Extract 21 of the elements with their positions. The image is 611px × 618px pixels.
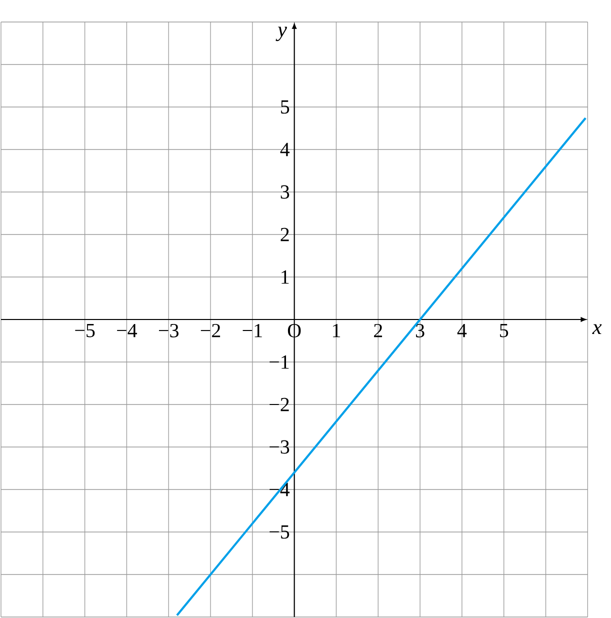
y-tick-label: 3 bbox=[280, 185, 290, 199]
x-tick-label: −1 bbox=[242, 324, 262, 338]
x-tick-label: −5 bbox=[75, 324, 95, 338]
x-tick-label: 3 bbox=[416, 324, 424, 338]
y-tick-label: −1 bbox=[270, 355, 289, 369]
y-tick-label: 1 bbox=[282, 270, 289, 284]
y-tick-label: −2 bbox=[270, 398, 289, 412]
y-tick-label: −3 bbox=[270, 440, 290, 454]
y-axis-title: y bbox=[276, 26, 287, 42]
x-tick-label: −3 bbox=[158, 324, 178, 338]
x-axis-title: x bbox=[592, 324, 602, 334]
y-tick-label: 5 bbox=[281, 100, 290, 114]
x-tick-label: −4 bbox=[117, 324, 138, 338]
x-tick-label: −2 bbox=[200, 324, 220, 338]
y-tick-label: −5 bbox=[270, 525, 290, 539]
x-tick-label: 4 bbox=[457, 324, 467, 338]
y-tick-label: 4 bbox=[280, 142, 290, 156]
x-tick-label: 5 bbox=[500, 324, 508, 338]
x-tick-label: 2 bbox=[374, 324, 382, 338]
y-tick-label: 2 bbox=[280, 228, 289, 242]
x-tick-label: 1 bbox=[332, 324, 340, 338]
